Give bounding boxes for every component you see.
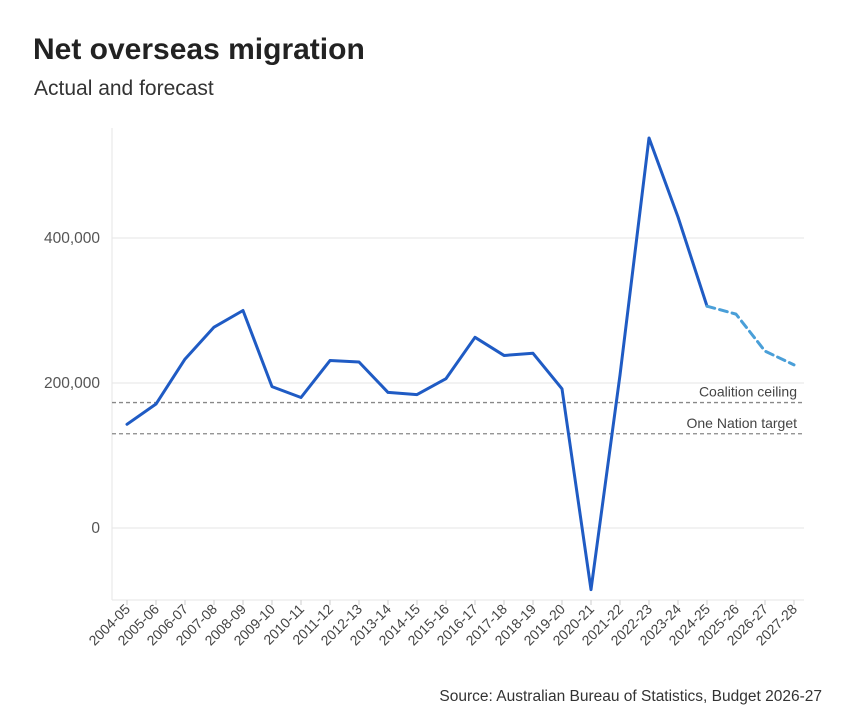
data-series <box>125 136 796 592</box>
grid-lines <box>112 237 804 529</box>
reference-line-label: Coalition ceiling <box>699 384 797 400</box>
x-tick-labels: 2004-052005-062006-072007-082008-092009-… <box>85 601 800 649</box>
y-tick-label: 400,000 <box>44 230 100 247</box>
forecast-series-line <box>705 304 796 367</box>
axes <box>111 128 804 605</box>
actual-series-line <box>125 136 709 592</box>
source-note: Source: Australian Bureau of Statistics,… <box>439 688 822 705</box>
chart-subtitle: Actual and forecast <box>34 77 214 100</box>
reference-line-label: One Nation target <box>686 415 797 431</box>
y-tick-label: 0 <box>91 520 100 537</box>
chart-title: Net overseas migration <box>33 33 365 66</box>
y-tick-labels: 0 200,000 400,000 <box>44 230 100 537</box>
y-tick-label: 200,000 <box>44 375 100 392</box>
reference-lines: Coalition ceiling One Nation target <box>112 384 804 435</box>
